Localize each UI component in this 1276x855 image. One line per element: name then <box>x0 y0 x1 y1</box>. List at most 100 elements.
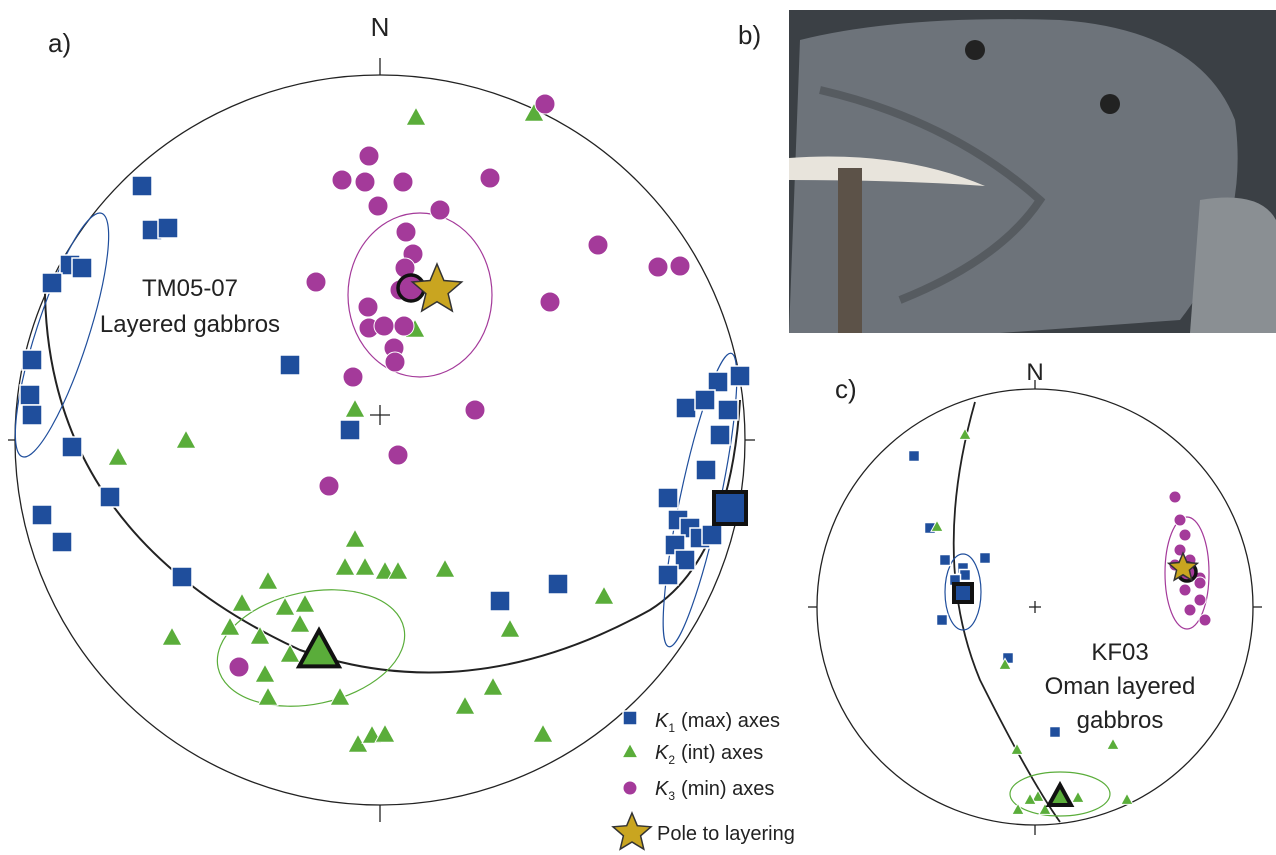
k1-marker <box>952 582 974 604</box>
confidence-ellipse <box>1009 771 1111 817</box>
k2-marker <box>219 616 241 636</box>
ticks <box>808 380 1262 835</box>
k1-marker <box>21 404 43 426</box>
k1-marker <box>1048 725 1062 739</box>
k3-marker <box>464 399 486 421</box>
k3-marker <box>1173 513 1187 527</box>
k2-marker <box>1023 792 1037 805</box>
k2-marker <box>499 618 521 638</box>
pole-marker <box>410 262 464 313</box>
ticks <box>8 58 755 822</box>
sample-description: gabbros <box>1077 707 1164 734</box>
k2-marker <box>532 723 554 743</box>
k3-marker <box>373 315 395 337</box>
k1-marker <box>21 349 43 371</box>
k1-marker <box>712 490 748 526</box>
k3-marker <box>354 171 376 193</box>
k2-marker <box>1038 802 1052 815</box>
k1-marker <box>675 397 697 419</box>
k3-marker <box>305 271 327 293</box>
photo <box>789 10 1276 334</box>
markers <box>907 427 1212 815</box>
panel-label: b) <box>738 20 761 50</box>
k2-marker <box>998 657 1012 670</box>
k3-marker <box>395 221 417 243</box>
k2-marker <box>1071 790 1085 803</box>
pole-marker <box>611 811 653 851</box>
sample-description: Oman layered <box>1045 673 1196 700</box>
k1-marker <box>279 354 301 376</box>
k2-marker <box>294 593 316 613</box>
k3-marker <box>367 195 389 217</box>
k1-marker <box>61 436 83 458</box>
k3-marker <box>392 171 414 193</box>
k1-marker <box>31 504 53 526</box>
k1-marker <box>657 564 679 586</box>
confidence-ellipse <box>347 212 493 378</box>
k3-marker <box>1183 603 1197 617</box>
k2-marker <box>1106 737 1120 750</box>
k1-marker <box>674 549 696 571</box>
pole-marker <box>1166 551 1200 582</box>
k3-marker <box>318 475 340 497</box>
legend-entry: K2 (int) axes <box>655 742 763 767</box>
k2-marker <box>454 695 476 715</box>
k3-marker <box>539 291 561 313</box>
k3-marker <box>622 780 638 796</box>
k3-marker <box>357 296 379 318</box>
k3-marker <box>1178 583 1192 597</box>
k2-marker <box>231 592 253 612</box>
k3-marker <box>342 366 364 388</box>
k3-marker <box>393 315 415 337</box>
k1-marker <box>709 424 731 446</box>
k2-marker <box>274 596 296 616</box>
k1-marker <box>157 217 179 239</box>
k1-marker <box>489 590 511 612</box>
k2-marker <box>344 398 366 418</box>
k1-marker <box>622 710 638 726</box>
k1-marker <box>938 553 952 567</box>
k1-marker <box>339 419 361 441</box>
k2-marker <box>930 519 944 532</box>
k3-marker <box>534 93 556 115</box>
stereonet <box>14 74 746 806</box>
k1-marker <box>935 613 949 627</box>
k3-marker <box>647 256 669 278</box>
great-circle <box>952 401 1061 823</box>
legend-entry: K1 (max) axes <box>655 710 780 735</box>
k3-marker <box>429 199 451 221</box>
k2-marker <box>329 686 351 706</box>
north-label: N <box>371 12 390 42</box>
k2-marker <box>1031 789 1045 802</box>
sample-description: Layered gabbros <box>100 311 280 338</box>
k2-marker <box>434 558 456 578</box>
sample-label: KF03 <box>1091 639 1148 666</box>
panel-label: a) <box>48 28 71 58</box>
k1-marker <box>547 573 569 595</box>
k1-marker <box>41 272 63 294</box>
k1-marker <box>71 257 93 279</box>
k3-marker <box>1198 613 1212 627</box>
k3-marker <box>331 169 353 191</box>
k1-marker <box>978 551 992 565</box>
k1-marker <box>717 399 739 421</box>
confidence-ellipse <box>216 589 406 707</box>
legend-entry: Pole to layering <box>657 823 795 845</box>
k2-marker <box>1120 792 1134 805</box>
k2-marker <box>374 560 396 580</box>
k1-marker <box>701 524 723 546</box>
k2-marker <box>482 676 504 696</box>
k2-marker <box>161 626 183 646</box>
confidence-ellipse <box>944 553 982 631</box>
k3-marker <box>587 234 609 256</box>
k2-marker <box>107 446 129 466</box>
k1-marker <box>99 486 121 508</box>
k3-marker <box>384 351 406 373</box>
confidence-ellipse <box>14 212 110 458</box>
k1-marker <box>729 365 751 387</box>
k1-marker <box>19 384 41 406</box>
k1-marker <box>694 389 716 411</box>
k2-marker <box>249 625 271 645</box>
panel-label: c) <box>835 374 857 404</box>
